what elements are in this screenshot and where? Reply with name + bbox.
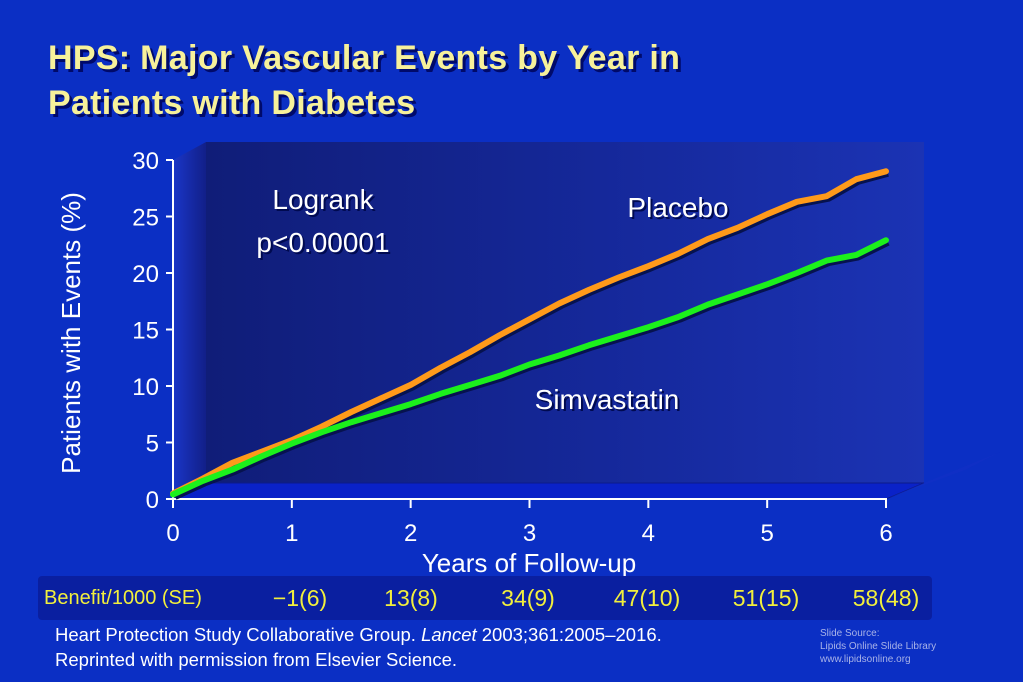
y-tick-label: 15 (132, 318, 159, 345)
y-tick-label: 25 (132, 205, 159, 232)
citation-text-b: 2003;361:2005–2016. (476, 624, 662, 645)
citation-journal: Lancet (421, 624, 477, 645)
x-tick-label: 1 (285, 520, 298, 547)
x-tick-label: 3 (523, 520, 536, 547)
source-line-3: www.lipidsonline.org (820, 654, 911, 665)
source-line-2: Lipids Online Slide Library (820, 641, 937, 652)
citation-text-a: Heart Protection Study Collaborative Gro… (55, 624, 422, 645)
source-line-1: Slide Source: (820, 628, 880, 639)
chart-floor-extension (886, 452, 1000, 499)
benefit-value-year-6: 58(48) (852, 585, 920, 611)
benefit-value-year-1: −1(6) (272, 585, 328, 611)
x-tick-label: 6 (879, 520, 892, 547)
benefit-value-year-5: 51(15) (732, 585, 800, 611)
benefit-value-year-3: 34(9) (501, 585, 555, 611)
citation-line-2: Reprinted with permission from Elsevier … (55, 649, 458, 670)
logrank-label: Logrank (272, 184, 374, 215)
page-title: HPS: Major Vascular Events by Year in Pa… (48, 36, 1008, 126)
benefit-value-year-4: 47(10) (613, 585, 681, 611)
citation: Heart Protection Study Collaborative Gro… (55, 622, 662, 672)
slide-source: Slide Source: Lipids Online Slide Librar… (820, 627, 936, 666)
p-value-label: p<0.00001 (256, 227, 389, 258)
x-axis-title: Years of Follow-up (422, 548, 636, 578)
x-tick-label: 2 (404, 520, 417, 547)
x-tick-label: 5 (760, 520, 773, 547)
y-tick-label: 5 (146, 431, 159, 458)
simvastatin-label: Simvastatin (535, 384, 680, 415)
chart-side-wall (173, 142, 206, 499)
chart-floor (172, 482, 925, 500)
series-line-placebo (170, 168, 889, 497)
y-tick-label: 20 (132, 261, 159, 288)
benefit-label: Benefit/1000 (SE) (44, 587, 202, 609)
y-tick-label: 30 (132, 148, 159, 175)
x-tick-label: 0 (166, 520, 179, 547)
title-line-2: Patients with Diabetes (48, 84, 416, 122)
y-tick-label: 10 (132, 374, 159, 401)
y-tick-label: 0 (146, 487, 159, 514)
title-line-1: HPS: Major Vascular Events by Year in (48, 39, 681, 77)
benefit-bar (38, 576, 932, 620)
benefit-value-year-2: 13(8) (384, 585, 438, 611)
series-line-simvastatin (170, 237, 889, 498)
placebo-label: Placebo (627, 192, 728, 223)
x-tick-label: 4 (642, 520, 655, 547)
y-axis-title: Patients with Events (%) (56, 192, 86, 474)
